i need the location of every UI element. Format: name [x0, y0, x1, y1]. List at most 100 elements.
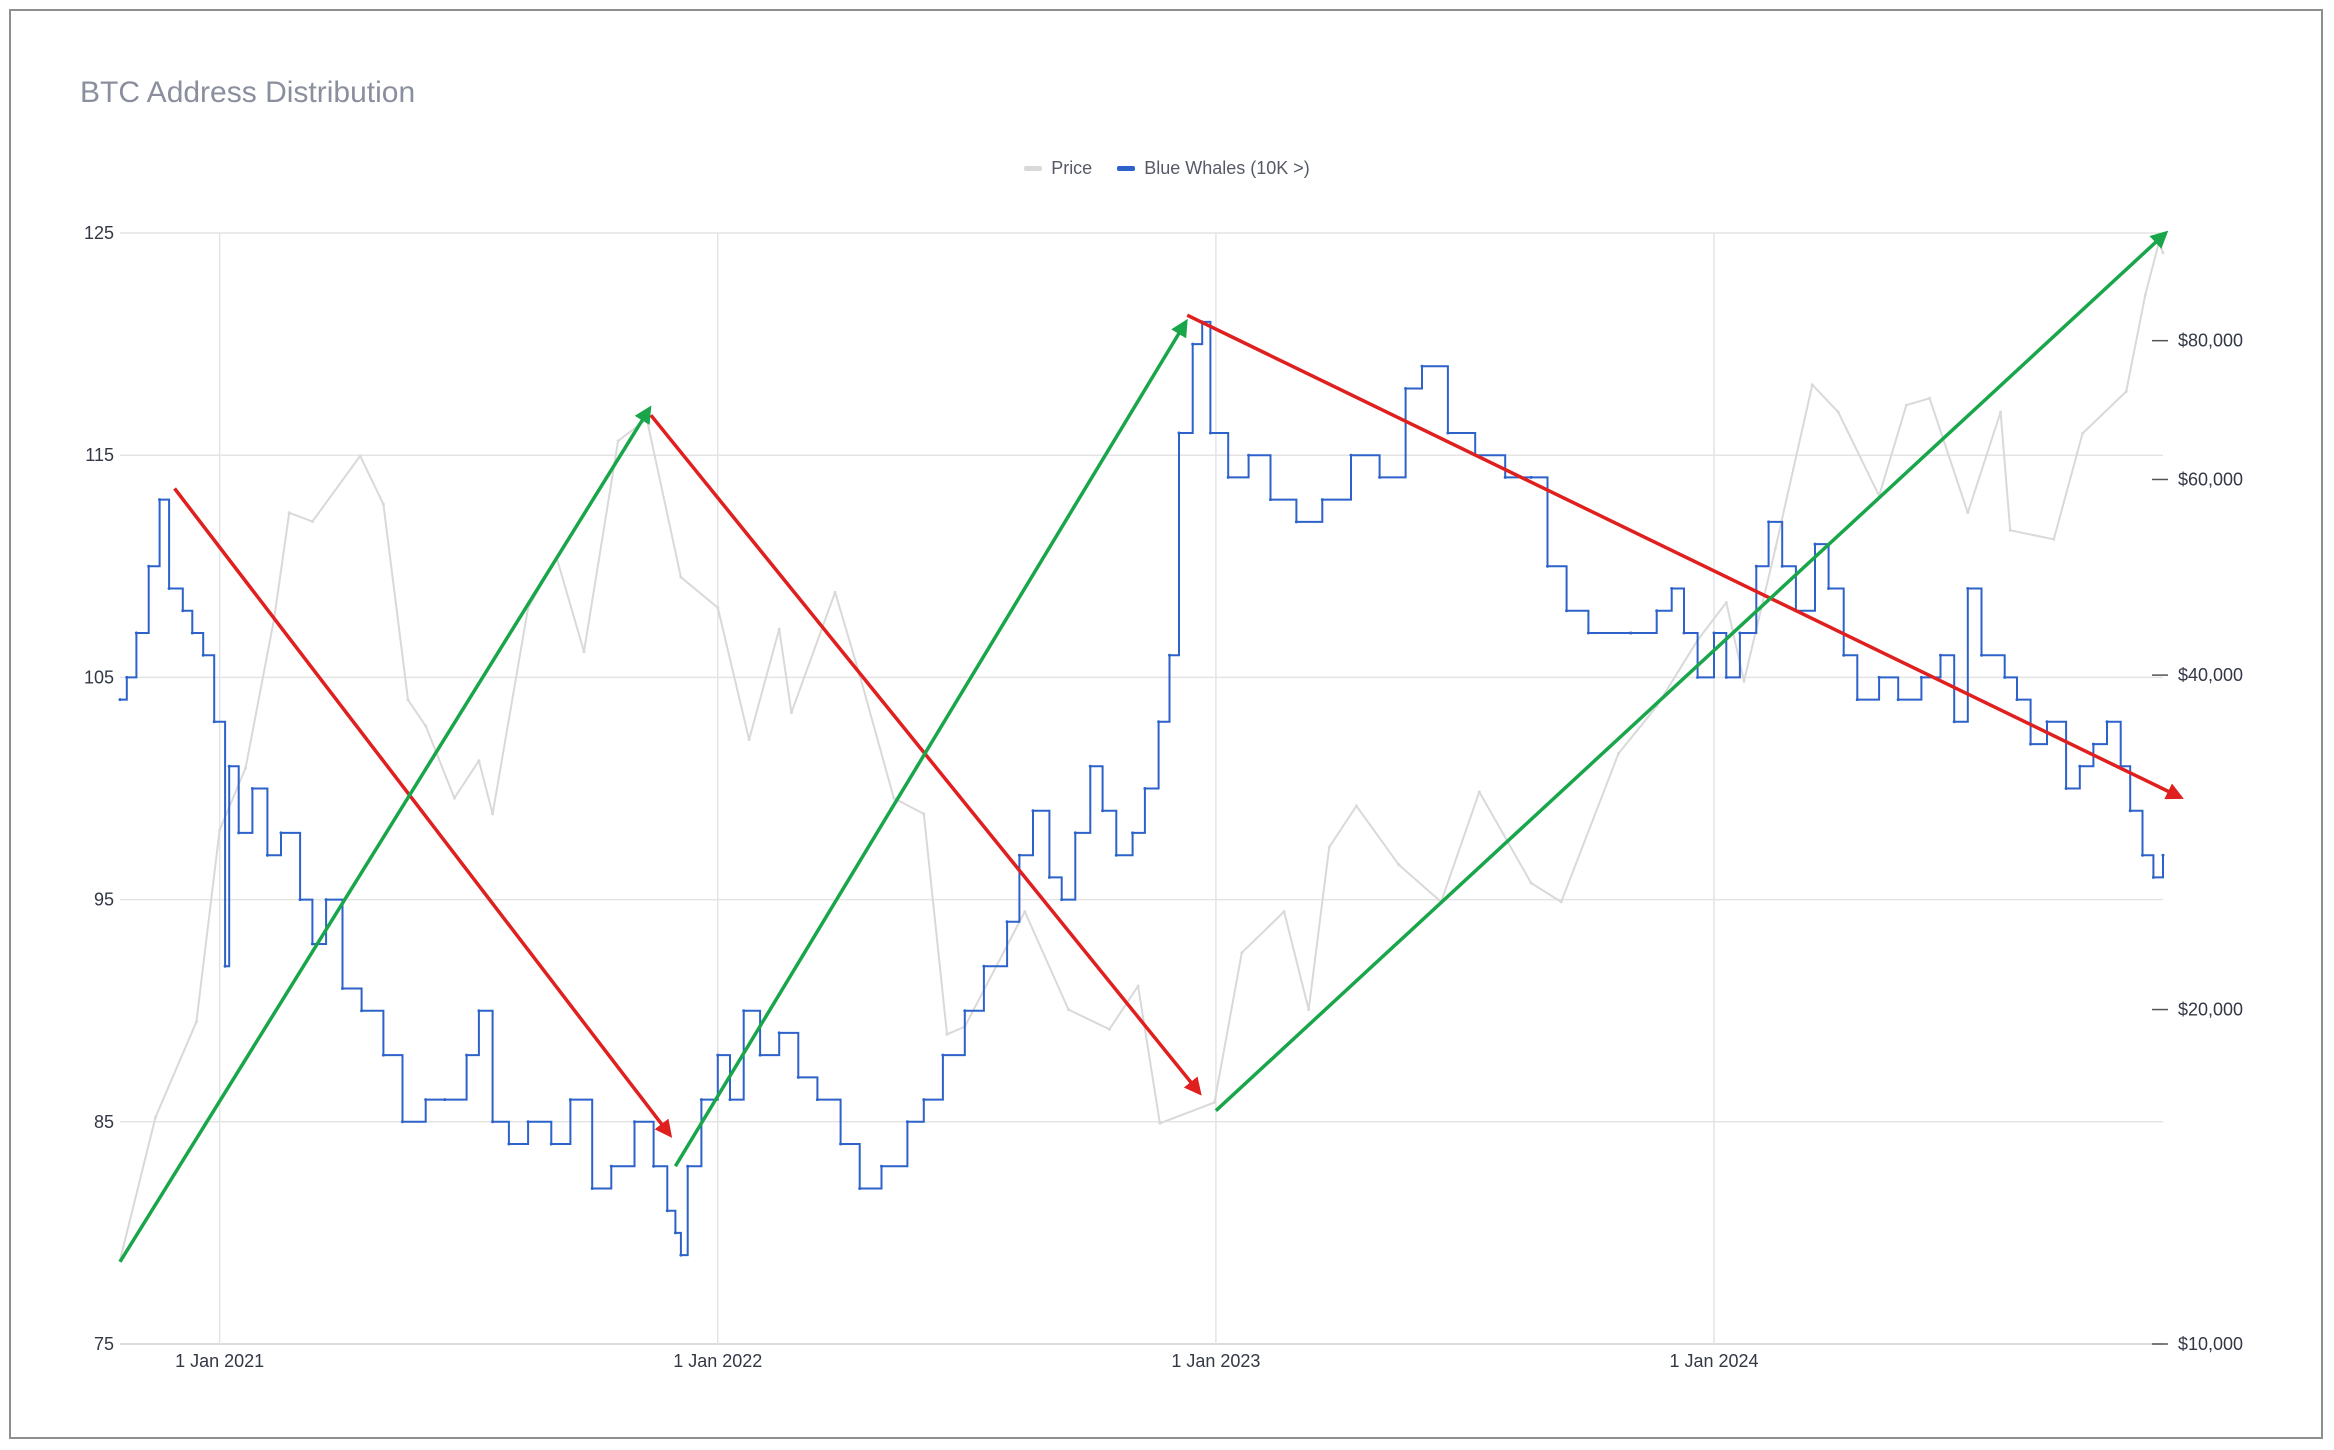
blue-whales-point — [1420, 364, 1424, 368]
blue-whales-point — [858, 1187, 862, 1190]
blue-whales-point — [941, 1053, 945, 1057]
legend-swatch-price — [1024, 166, 1043, 171]
price-point — [1107, 1027, 1111, 1031]
legend-swatch-blue-whales — [1117, 166, 1136, 171]
price-point — [2081, 432, 2084, 435]
legend-item-blue-whales[interactable]: Blue Whales (10K >) — [1117, 158, 1310, 179]
blue-whales-point — [491, 1120, 495, 1124]
blue-whales-point — [1073, 831, 1077, 835]
price-point — [833, 590, 837, 594]
price-point — [1773, 547, 1777, 550]
blue-whales-point — [1565, 609, 1569, 613]
chart-legend: Price Blue Whales (10K >) — [0, 155, 2334, 179]
price-point — [1136, 984, 1140, 988]
blue-whales-point — [118, 698, 122, 702]
y-left-tick-label: 85 — [94, 1112, 114, 1132]
blue-whales-point — [360, 1009, 364, 1013]
blue-whales-point — [699, 1098, 703, 1102]
price-point — [154, 1115, 157, 1119]
blue-whales-point — [1966, 587, 1970, 590]
blue-whales-point — [1349, 453, 1353, 457]
y-right-tick-label: $60,000 — [2178, 469, 2243, 489]
price-point — [477, 759, 481, 763]
blue-whales-point — [2128, 809, 2132, 813]
trend-arrow-up — [1214, 230, 2169, 1112]
price-point — [287, 511, 291, 515]
x-tick-label: 1 Jan 2023 — [1171, 1351, 1260, 1371]
blue-whales-point — [223, 964, 227, 968]
blue-whales-point — [167, 587, 171, 590]
price-point — [1354, 804, 1358, 808]
blue-whales-point — [2064, 787, 2068, 790]
x-tick-label: 1 Jan 2024 — [1669, 1351, 1758, 1371]
blue-whales-point — [549, 1142, 553, 1146]
price-point — [892, 796, 896, 800]
price-point — [716, 606, 720, 610]
price-point — [2161, 251, 2165, 255]
trend-arrow-down — [173, 487, 673, 1138]
blue-whales-point — [324, 898, 328, 902]
y-left-tick-label: 115 — [85, 445, 114, 465]
blue-whales-point — [1247, 453, 1251, 457]
blue-whales-point — [1529, 475, 1533, 479]
blue-whales-point — [1143, 787, 1147, 790]
blue-whales-point — [652, 1164, 656, 1168]
blue-whales-point — [1842, 653, 1846, 657]
blue-whales-point — [590, 1187, 594, 1190]
blue-whales-point — [1696, 675, 1700, 679]
blue-whales-point — [1191, 342, 1195, 346]
blue-whales-point — [212, 720, 216, 724]
price-point — [1023, 910, 1027, 914]
price-point — [424, 724, 428, 728]
price-point — [491, 812, 495, 816]
blue-whales-point — [1017, 853, 1021, 857]
blue-whales-point — [1896, 698, 1900, 702]
blue-whales-point — [2141, 853, 2144, 857]
price-point — [2052, 537, 2056, 541]
blue-whales-point — [1208, 431, 1212, 435]
blue-whales-point — [679, 1253, 683, 1257]
price-point — [406, 698, 410, 702]
legend-item-price[interactable]: Price — [1024, 158, 1092, 179]
blue-whales-point — [2091, 742, 2095, 746]
blue-whales-point — [1712, 631, 1716, 635]
price-point — [777, 627, 781, 631]
price-point — [1477, 790, 1481, 794]
blue-whales-point — [401, 1120, 404, 1124]
chart-frame — [9, 9, 2323, 1439]
price-point — [1240, 951, 1244, 955]
blue-whales-point — [1168, 653, 1171, 657]
blue-whales-point — [147, 564, 151, 568]
price-point — [1617, 752, 1620, 755]
blue-whales-point — [716, 1053, 720, 1057]
blue-whales-point — [2078, 764, 2082, 768]
trend-arrow-up — [673, 318, 1188, 1168]
blue-whales-point — [742, 1009, 746, 1013]
y-left-tick-label: 95 — [94, 890, 114, 910]
blue-whales-point — [1269, 498, 1272, 502]
y-right-tick-label: $20,000 — [2178, 1000, 2243, 1020]
blue-whales-point — [1101, 809, 1105, 813]
price-point — [1529, 881, 1533, 885]
price-point — [679, 575, 683, 579]
price-point — [1742, 679, 1746, 683]
blue-whales-point — [2161, 853, 2165, 857]
blue-whales-point — [777, 1031, 781, 1035]
blue-whales-point — [1939, 653, 1942, 657]
blue-whales-point — [1131, 831, 1135, 835]
price-point — [381, 502, 385, 506]
blue-whales-point — [298, 898, 302, 902]
y-right-tick-label: $40,000 — [2178, 665, 2243, 685]
blue-whales-point — [1446, 431, 1450, 435]
price-point — [922, 812, 926, 816]
price-point — [1810, 383, 1814, 387]
price-point — [1928, 396, 1932, 400]
blue-whales-point — [1320, 498, 1324, 502]
price-point — [1836, 410, 1840, 414]
blue-whales-point — [265, 853, 269, 857]
price-point — [645, 417, 649, 421]
blue-whales-point — [201, 653, 205, 657]
blue-whales-point — [568, 1098, 572, 1102]
blue-whales-point — [507, 1142, 511, 1146]
